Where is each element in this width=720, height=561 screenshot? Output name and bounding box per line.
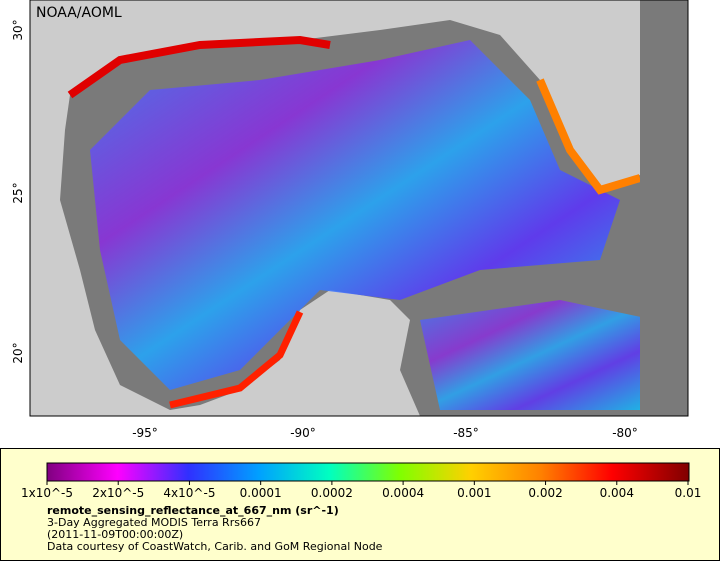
colorbar-tick-label: 4x10^-5 — [163, 486, 215, 500]
coast-high — [536, 78, 642, 195]
legend-line: (2011-11-09T00:00:00Z) — [47, 528, 183, 541]
x-label: -90° — [290, 426, 316, 440]
y-label: 30° — [11, 19, 25, 40]
colorbar-tick-label: 0.004 — [600, 486, 634, 500]
frame — [29, 0, 689, 417]
legend: remote_sensing_reflectance_at_667_nm (sr… — [0, 448, 720, 561]
colorbar-tick-label: 0.0001 — [240, 486, 282, 500]
legend-line: 3-Day Aggregated MODIS Terra Rrs667 — [47, 516, 261, 529]
x-label: -85° — [453, 426, 479, 440]
data-field — [90, 40, 620, 390]
map: NOAA/AOML — [29, 0, 689, 417]
y-label: 25° — [11, 182, 25, 203]
colorbar-tick-label: 0.002 — [528, 486, 562, 500]
legend-title: remote_sensing_reflectance_at_667_nm (sr… — [47, 504, 339, 517]
y-axis: 30° 25° 20° — [11, 19, 25, 363]
watermark: NOAA/AOML — [36, 5, 122, 21]
legend-line: Data courtesy of CoastWatch, Carib. and … — [47, 540, 383, 553]
colorbar-tick-label: 0.0002 — [311, 486, 353, 500]
x-axis: -95° -90° -85° -80° — [132, 426, 638, 440]
data-field — [420, 300, 655, 410]
colorbar-tick-label: 0.001 — [457, 486, 491, 500]
coast-high — [67, 35, 331, 99]
colorbar-tick-label: 1x10^-5 — [21, 486, 73, 500]
x-label: -95° — [132, 426, 158, 440]
colorbar-tick-label: 0.0004 — [382, 486, 424, 500]
coast-high — [169, 310, 304, 409]
colorbar-tick-label: 2x10^-5 — [92, 486, 144, 500]
colorbar-tick-label: 0.01 — [675, 486, 702, 500]
x-label: -80° — [612, 426, 638, 440]
colorbar — [46, 462, 690, 482]
y-label: 20° — [11, 342, 25, 363]
